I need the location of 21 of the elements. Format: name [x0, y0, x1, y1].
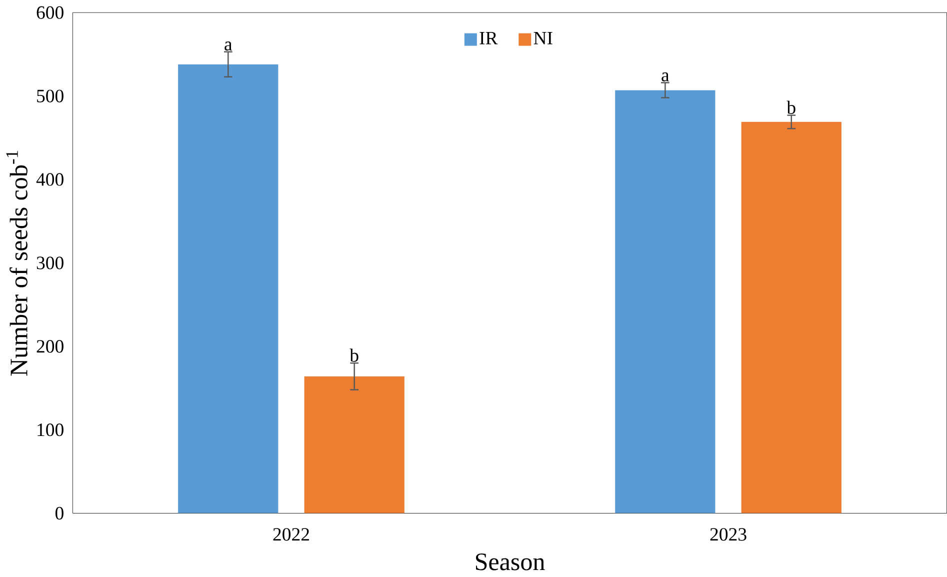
- data-label: b: [786, 101, 796, 114]
- bar: [615, 90, 716, 514]
- bar: [304, 376, 404, 514]
- y-tick-label: 600: [36, 6, 64, 20]
- data-label: a: [224, 42, 232, 51]
- y-tick-label: 400: [36, 173, 64, 186]
- data-label: a: [662, 72, 670, 82]
- legend-label: IR: [480, 32, 498, 44]
- bar: [178, 64, 278, 514]
- data-label: b: [350, 348, 358, 362]
- bar: [741, 122, 842, 514]
- y-tick-label: 500: [37, 90, 64, 103]
- y-tick-label: 0: [56, 507, 64, 520]
- y-tick-label: 300: [36, 256, 64, 270]
- x-tick-label: 2023: [710, 528, 746, 541]
- x-tick-label: 2022: [273, 528, 309, 541]
- y-tick-label: 100: [38, 424, 64, 436]
- y-tick-label: 200: [36, 340, 64, 353]
- x-axis-title: Season: [476, 554, 545, 571]
- y-axis-title: Number of seeds cob$^{-1}$: [6, 151, 28, 376]
- legend-label: NI: [534, 32, 552, 44]
